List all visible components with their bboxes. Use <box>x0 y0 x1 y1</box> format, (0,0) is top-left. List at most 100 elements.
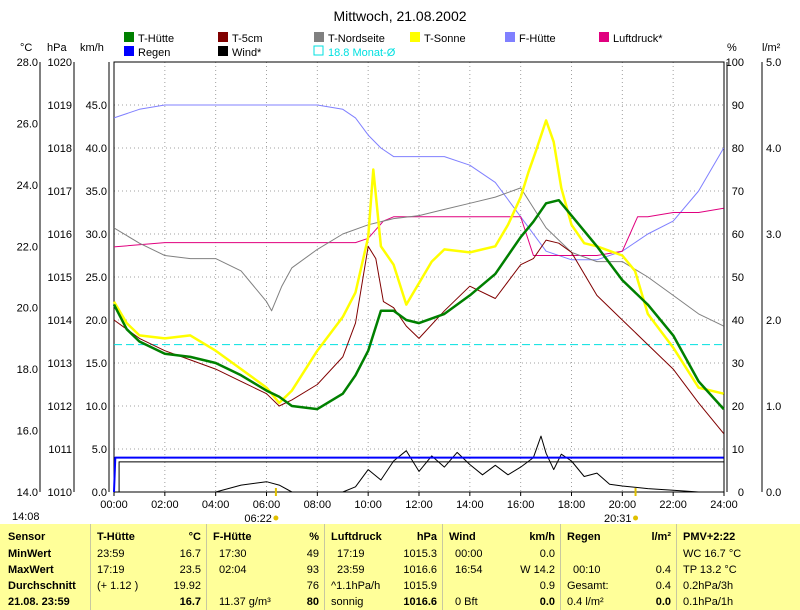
regen-unit: l/m² <box>651 531 671 543</box>
regen-head: Regen <box>567 531 601 543</box>
hum-tick-label: 0 <box>738 487 744 499</box>
time-marker-dot <box>633 515 639 521</box>
rain-tick-label: 2.0 <box>766 315 781 327</box>
temp-tick-label: 14.0 <box>17 487 38 499</box>
x-tick-label: 18:00 <box>558 499 586 511</box>
legend-swatch-t-5cm <box>218 32 228 42</box>
temp-tick-label: 24.0 <box>17 180 38 192</box>
legend-label-t-sonne: T-Sonne <box>424 33 466 45</box>
regen-min: 0.4 <box>655 564 671 576</box>
hum-tick-label: 90 <box>732 100 744 112</box>
regen-last: 0.0 <box>655 596 671 608</box>
hum-tick-label: 100 <box>726 57 744 69</box>
rain-tick-label: 3.0 <box>766 229 781 241</box>
pmv-line-3: 0.2hPa/3h <box>683 580 734 592</box>
stats-col-pmv: PMV+2:22 WC 16.7 °C TP 13.2 °C 0.2hPa/3h… <box>676 524 800 610</box>
wind-tick-label: 25.0 <box>86 272 107 284</box>
t-huette-min: 16.7 <box>179 548 201 560</box>
legend-label-luftdruck: Luftdruck* <box>613 33 663 45</box>
regen-avg: 0.4 <box>655 580 671 592</box>
press-tick-label: 1017 <box>48 186 72 198</box>
wind-last: 0.0 <box>539 596 555 608</box>
stats-col-sensor: Sensor MinWert MaxWert Durchschnitt 21.0… <box>0 524 90 610</box>
hum-tick-label: 10 <box>732 444 744 456</box>
wind-tick-label: 5.0 <box>92 444 107 456</box>
hum-tick-label: 70 <box>732 186 744 198</box>
x-tick-label: 08:00 <box>304 499 332 511</box>
legend-swatch-regen <box>124 46 134 56</box>
legend-swatch-luftdruck <box>599 32 609 42</box>
series-line-f-h-tte <box>113 104 725 261</box>
luftdruck-last: 1016.6 <box>403 596 437 608</box>
luftdruck-min-time: 17:19 <box>337 548 365 560</box>
sensor-last-label: 21.08. 23:59 <box>8 596 70 608</box>
stats-col-luftdruck: Luftdruck hPa 17:19 1015.3 23:59 1016.6 ^1.… <box>324 524 443 610</box>
wind-head: Wind <box>449 531 476 543</box>
wind-reference-line <box>118 461 724 492</box>
sensor-max-label: MaxWert <box>8 564 54 576</box>
plot-grid <box>114 62 724 492</box>
regen-min-time: 00:10 <box>573 564 601 576</box>
legend-swatch-f-huette <box>505 32 515 42</box>
luftdruck-avg-extra: ^1.1hPa/h <box>331 580 381 592</box>
luftdruck-min: 1015.3 <box>403 548 437 560</box>
stats-col-f-huette: F-Hütte% 17:30 49 02:04 93 76 11.37 g/m³ 80 <box>206 524 325 610</box>
f-huette-min-time: 17:30 <box>219 548 247 560</box>
stats-col-t-huette: T-Hütte °C 23:59 16.7 17:19 23.5 (+ 1.12 ) 1… <box>90 524 207 610</box>
pmv-line-4: 0.1hPa/1h <box>683 596 734 608</box>
pmv-line-1: WC 16.7 °C <box>683 548 742 560</box>
hum-tick-label: 20 <box>732 401 744 413</box>
timestamp-label: 14:08 <box>12 511 40 523</box>
wind-tick-label: 20.0 <box>86 315 107 327</box>
wind-min-time: 00:00 <box>455 548 483 560</box>
f-huette-avg: 76 <box>306 580 319 592</box>
wind-tick-label: 30.0 <box>86 229 107 241</box>
legend-label-wind: Wind* <box>232 47 262 59</box>
wind-max: W 14.2 <box>520 564 555 576</box>
time-marker-label: 20:31 <box>604 513 632 524</box>
sensor-min-label: MinWert <box>8 548 52 560</box>
stats-panel: Sensor MinWert MaxWert Durchschnitt 21.0… <box>0 524 800 610</box>
luftdruck-max-time: 23:59 <box>337 564 365 576</box>
series-line-luftdruck <box>113 207 724 256</box>
temp-tick-label: 20.0 <box>17 303 38 315</box>
wind-max-time: 16:54 <box>455 564 483 576</box>
temp-unit-label: °C <box>20 42 32 54</box>
press-tick-label: 1015 <box>48 272 72 284</box>
f-huette-min: 49 <box>306 548 319 560</box>
t-huette-min-time: 23:59 <box>97 548 125 560</box>
temp-tick-label: 28.0 <box>17 57 38 69</box>
x-tick-label: 14:00 <box>456 499 484 511</box>
pmv-head: PMV+2:22 <box>683 531 736 543</box>
t-huette-avg: 19.92 <box>173 580 201 592</box>
rain-tick-label: 5.0 <box>766 57 781 69</box>
press-tick-label: 1016 <box>48 229 72 241</box>
time-marker-label: 06:22 <box>244 513 272 524</box>
press-tick-label: 1014 <box>48 315 72 327</box>
legend-swatch-monthly-avg <box>313 45 324 56</box>
press-tick-label: 1011 <box>48 444 72 456</box>
wind-unit-label: km/h <box>80 42 104 54</box>
t-huette-max: 23.5 <box>179 564 201 576</box>
series-line-t-sonne <box>112 119 724 405</box>
hum-tick-label: 60 <box>732 229 744 241</box>
x-tick-label: 16:00 <box>507 499 535 511</box>
legend-label-monthly-avg: 18.8 Monat-Ø <box>328 47 396 59</box>
temp-tick-label: 16.0 <box>17 426 38 438</box>
sensor-avg-label: Durchschnitt <box>8 580 76 592</box>
legend-label-t-5cm: T-5cm <box>232 33 263 45</box>
regen-avg-extra: Gesamt: <box>567 580 609 592</box>
f-huette-last-extra: 11.37 g/m³ <box>219 596 271 608</box>
t-huette-last: 16.7 <box>179 596 201 608</box>
t-huette-head: T-Hütte <box>97 531 135 543</box>
f-huette-head: F-Hütte <box>213 531 252 543</box>
series-line-t-h-tte <box>112 198 725 411</box>
rain-tick-label: 0.0 <box>766 487 781 499</box>
f-huette-max-time: 02:04 <box>219 564 247 576</box>
wind-tick-label: 40.0 <box>86 143 107 155</box>
press-tick-label: 1019 <box>48 100 72 112</box>
regen-last-extra: 0.4 l/m² <box>567 596 604 608</box>
hum-unit-label: % <box>727 42 737 54</box>
legend-label-f-huette: F-Hütte <box>519 33 556 45</box>
x-tick-label: 12:00 <box>405 499 433 511</box>
